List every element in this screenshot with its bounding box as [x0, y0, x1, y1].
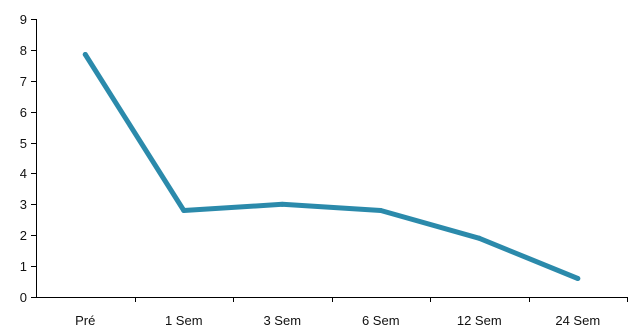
y-tick-label: 3 — [20, 197, 27, 212]
x-tick-label: 1 Sem — [165, 313, 203, 328]
x-tick-label: 12 Sem — [457, 313, 502, 328]
y-tick-label: 5 — [20, 136, 27, 151]
x-tick-label: 3 Sem — [263, 313, 301, 328]
series-line — [82, 52, 581, 281]
data-point — [82, 52, 88, 58]
y-tick-label: 8 — [20, 43, 27, 58]
y-tick-label: 9 — [20, 12, 27, 27]
data-point — [575, 275, 581, 281]
x-tick-label: 6 Sem — [362, 313, 400, 328]
data-point — [279, 201, 285, 207]
x-tick-label: Pré — [75, 313, 95, 328]
data-point — [476, 235, 482, 241]
y-tick-label: 4 — [20, 166, 27, 181]
data-point — [378, 208, 384, 214]
y-tick-label: 2 — [20, 228, 27, 243]
y-tick-label: 1 — [20, 259, 27, 274]
data-point — [181, 208, 187, 214]
series-layer — [82, 52, 581, 281]
y-tick-label: 0 — [20, 290, 27, 305]
y-tick-label: 7 — [20, 74, 27, 89]
x-axis-ticks: Pré 1 Sem 3 Sem 6 Sem 12 Sem 24 Sem — [75, 297, 628, 328]
y-axis-ticks: 0 1 2 3 4 5 6 7 8 9 — [20, 12, 36, 305]
x-tick-label: 24 Sem — [555, 313, 600, 328]
y-tick-label: 6 — [20, 105, 27, 120]
